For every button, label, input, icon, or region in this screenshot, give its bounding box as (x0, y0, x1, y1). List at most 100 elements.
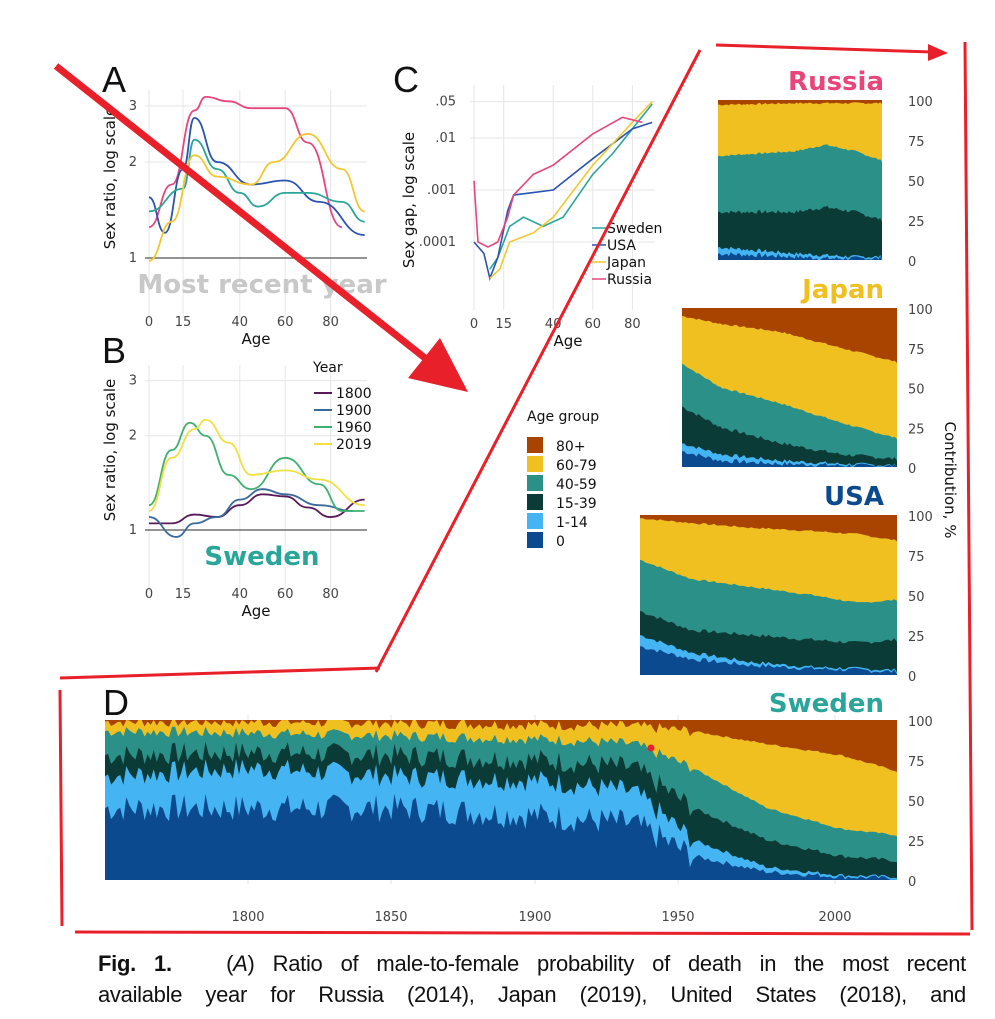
x-tick-label: 15 (175, 587, 192, 602)
legend-item: Russia (607, 272, 652, 288)
x-tick-label: 1950 (661, 910, 694, 925)
y-tick-label: 75 (908, 135, 925, 150)
annotation-arrowhead-icon (408, 338, 468, 392)
legend-title: Year (312, 360, 343, 376)
y-tick-label: 3 (129, 99, 137, 114)
legend-item: 1-14 (556, 515, 588, 531)
x-tick-label: 60 (277, 315, 294, 330)
legend-swatch-0 (527, 532, 543, 548)
legend-item: 0 (556, 534, 565, 550)
y-tick-label: .01 (435, 131, 456, 146)
y-tick-label: 0 (908, 255, 916, 270)
y-tick-label: 25 (908, 630, 925, 645)
x-tick-label: 1800 (231, 910, 264, 925)
legend-item: Japan (606, 255, 646, 271)
panel-b-title: Sweden (204, 542, 319, 572)
legend-swatch-80+ (527, 437, 543, 453)
panel-title-japan: Japan (800, 275, 884, 305)
y-tick-label: .001 (427, 183, 456, 198)
age-legend-title: Age group (527, 409, 599, 425)
y-tick-label: 75 (908, 343, 925, 358)
legend-swatch-1-14 (527, 513, 543, 529)
y-tick-label: 3 (129, 374, 137, 389)
x-tick-label: 80 (624, 317, 641, 332)
panel-label-d: D (103, 682, 129, 723)
area-0 (718, 252, 882, 260)
y-tick-label: 50 (908, 175, 925, 190)
annotation-line (59, 666, 381, 680)
y-tick-label: 2 (129, 429, 137, 444)
legend-item: 80+ (556, 439, 586, 455)
legend-item: 60-79 (556, 458, 597, 474)
legend-item: 40-59 (556, 477, 597, 493)
panel-title-usa: USA (824, 482, 884, 512)
y-axis-label: Sex gap, log scale (400, 132, 418, 268)
y-tick-label: 100 (908, 715, 933, 730)
series-line-USA (148, 116, 365, 236)
series-line-Russia (148, 96, 343, 228)
y-axis-label: Contribution, % (941, 422, 959, 539)
x-tick-label: 15 (495, 317, 512, 332)
legend-swatch-40-59 (527, 475, 543, 491)
panel-label-c: C (393, 59, 419, 100)
legend-swatch-15-39 (527, 494, 543, 510)
caption-text-1: ) Ratio of male-to-female probability of… (247, 951, 966, 976)
x-tick-label: 2000 (818, 910, 851, 925)
y-tick-label: 100 (908, 510, 933, 525)
area-0 (105, 793, 897, 880)
series-line-Japan (148, 132, 365, 262)
x-tick-label: 80 (322, 587, 339, 602)
series-line-1800 (149, 493, 365, 525)
series-line-1900 (148, 488, 354, 538)
x-tick-label: 60 (277, 587, 294, 602)
x-tick-label: 40 (232, 315, 249, 330)
x-tick-label: 0 (145, 587, 153, 602)
y-tick-label: 50 (908, 795, 925, 810)
annotation-line (74, 930, 971, 936)
panel-label-a: A (102, 59, 126, 100)
y-tick-label: 0 (908, 462, 916, 477)
y-tick-label: 0 (908, 875, 916, 890)
y-tick-label: 25 (908, 835, 925, 850)
annotation-line (374, 49, 702, 673)
series-line-2019 (148, 418, 365, 512)
series-line-Sweden (148, 138, 365, 223)
x-tick-label: 15 (175, 315, 192, 330)
y-tick-label: 50 (908, 383, 925, 398)
panel-title-sweden: Sweden (769, 689, 884, 719)
series-line-Japan (489, 101, 653, 279)
x-tick-label: 0 (145, 315, 153, 330)
annotation-line (58, 689, 64, 927)
y-axis-label: Sex ratio, log scale (101, 107, 119, 250)
panel-label-b: B (102, 330, 126, 371)
y-tick-label: .0001 (419, 235, 456, 250)
area-0 (682, 451, 897, 467)
legend-item: 1900 (336, 403, 372, 419)
x-axis-label: Age (241, 330, 270, 348)
y-tick-label: 100 (908, 95, 933, 110)
annotation-arrow-line (53, 63, 433, 365)
y-tick-label: 75 (908, 550, 925, 565)
annotation-line (715, 43, 933, 54)
x-axis-label: Age (553, 332, 582, 350)
series-line-Sweden (489, 103, 653, 270)
caption-panel: A (233, 951, 248, 976)
annotation-dot (647, 744, 655, 752)
y-tick-label: 0 (908, 670, 916, 685)
legend-item: 15-39 (556, 496, 597, 512)
y-tick-label: 25 (908, 422, 925, 437)
y-tick-label: 1 (129, 251, 137, 266)
x-tick-label: 1850 (374, 910, 407, 925)
y-tick-label: 1 (129, 523, 137, 538)
legend-item: 1800 (336, 386, 372, 402)
legend-item: 2019 (336, 437, 372, 453)
figure-caption: Fig. 1. (A) Ratio of male-to-female prob… (98, 948, 966, 1010)
annotation-line (963, 41, 974, 931)
y-tick-label: 75 (908, 755, 925, 770)
y-tick-label: 50 (908, 590, 925, 605)
area-15-39 (718, 205, 882, 260)
legend-item: USA (607, 238, 636, 254)
x-axis-label: Age (241, 602, 270, 620)
x-tick-label: 1900 (518, 910, 551, 925)
